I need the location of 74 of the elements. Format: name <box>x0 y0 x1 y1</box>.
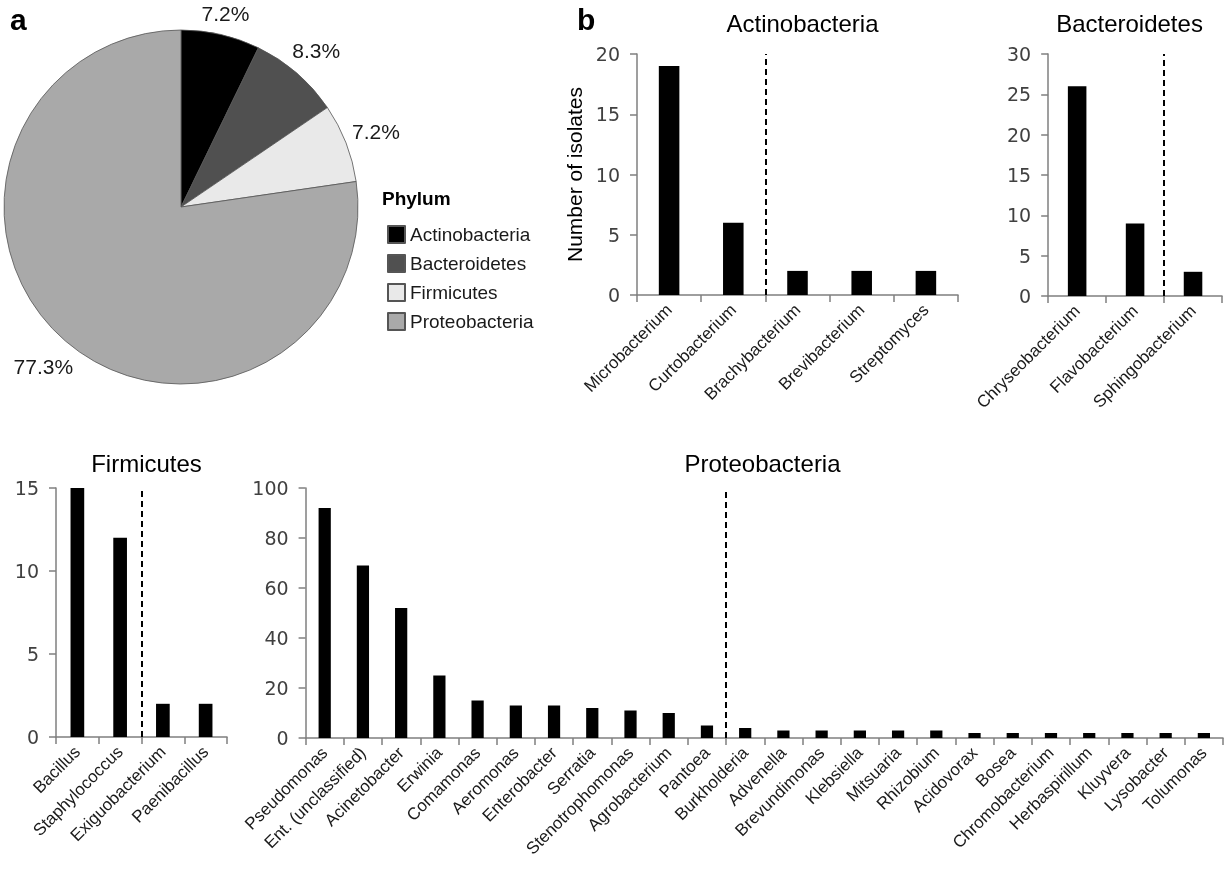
text: a <box>10 2 27 36</box>
bar <box>930 730 943 738</box>
y-tick-label: 15 <box>14 477 39 499</box>
data-label: 77.3% <box>13 354 74 378</box>
bar <box>70 488 85 737</box>
bar <box>787 270 808 295</box>
bar <box>1121 733 1134 738</box>
y-tick-label: 5 <box>1019 244 1032 267</box>
text: b <box>577 2 596 36</box>
bar <box>968 733 981 738</box>
bar <box>1044 733 1058 738</box>
bar <box>509 705 522 738</box>
bar <box>624 710 637 738</box>
chart-title: Actinobacteria <box>726 9 880 37</box>
y-tick-label: 40 <box>264 627 289 649</box>
y-tick-label: 5 <box>26 643 39 665</box>
bar <box>658 66 680 295</box>
chart-title: Bacteroidetes <box>1056 9 1203 37</box>
bar <box>1159 733 1172 738</box>
bar <box>395 608 408 738</box>
bar <box>471 700 484 738</box>
y-tick-label: 10 <box>595 163 620 186</box>
y-tick-label: 25 <box>1006 83 1032 106</box>
bar <box>356 565 370 738</box>
chart-title: Proteobacteria <box>684 449 842 477</box>
bar <box>198 703 213 737</box>
bar <box>1083 733 1096 738</box>
bar <box>853 730 866 738</box>
y-tick-label: 30 <box>1006 43 1032 65</box>
data-label: 7.2% <box>201 1 250 25</box>
y-tick-label: 60 <box>264 577 289 599</box>
y-tick-label: 20 <box>264 677 289 699</box>
bar <box>1197 733 1210 738</box>
bar <box>586 708 599 738</box>
bar <box>915 270 937 295</box>
bar <box>739 728 752 738</box>
bar <box>815 730 828 738</box>
legend-label: Actinobacteria <box>410 224 531 245</box>
bar <box>1067 86 1087 296</box>
bar <box>318 508 331 738</box>
y-tick-label: 15 <box>595 103 620 126</box>
chart-title: Firmicutes <box>91 449 202 477</box>
bar <box>1183 271 1203 296</box>
y-tick-label: 10 <box>1006 204 1032 227</box>
bar <box>113 537 127 737</box>
bar <box>1006 733 1019 738</box>
bar <box>433 675 446 738</box>
y-tick-label: 0 <box>276 727 289 749</box>
bar <box>547 705 561 738</box>
y-tick-label: 80 <box>264 527 289 549</box>
legend-label: Bacteroidetes <box>410 253 527 274</box>
bar <box>777 730 790 738</box>
y-tick-label: 0 <box>607 284 620 306</box>
y-tick-label: 5 <box>607 223 620 246</box>
bar <box>723 222 744 295</box>
data-label: 7.2% <box>351 119 400 143</box>
bar <box>851 270 872 295</box>
y-tick-label: 10 <box>14 560 39 582</box>
bar <box>1125 223 1145 296</box>
bar <box>891 730 905 738</box>
legend-label: Firmicutes <box>410 282 498 303</box>
data-label: 8.3% <box>292 39 341 63</box>
y-tick-label: 0 <box>26 726 39 748</box>
bar <box>700 725 714 738</box>
y-tick-label: 0 <box>1019 285 1032 307</box>
y-tick-label: 15 <box>1006 164 1032 186</box>
bar <box>662 713 675 738</box>
bar <box>156 703 170 737</box>
legend-title: Phylum <box>382 188 451 209</box>
y-tick-label: 100 <box>252 477 289 499</box>
legend-label: Proteobacteria <box>410 311 535 332</box>
y-axis-title: Number of isolates <box>562 86 586 263</box>
y-tick-label: 20 <box>595 43 620 65</box>
y-tick-label: 20 <box>1006 123 1032 146</box>
